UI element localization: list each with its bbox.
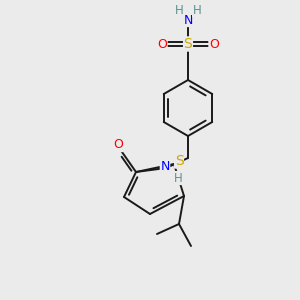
Text: N: N [183, 14, 193, 26]
Text: H: H [174, 172, 182, 184]
Text: H: H [193, 4, 201, 16]
Text: S: S [184, 37, 192, 51]
Text: H: H [175, 4, 183, 16]
Text: N: N [160, 160, 170, 173]
Text: O: O [157, 38, 167, 50]
Text: S: S [175, 154, 183, 168]
Text: O: O [209, 38, 219, 50]
Text: O: O [113, 139, 123, 152]
